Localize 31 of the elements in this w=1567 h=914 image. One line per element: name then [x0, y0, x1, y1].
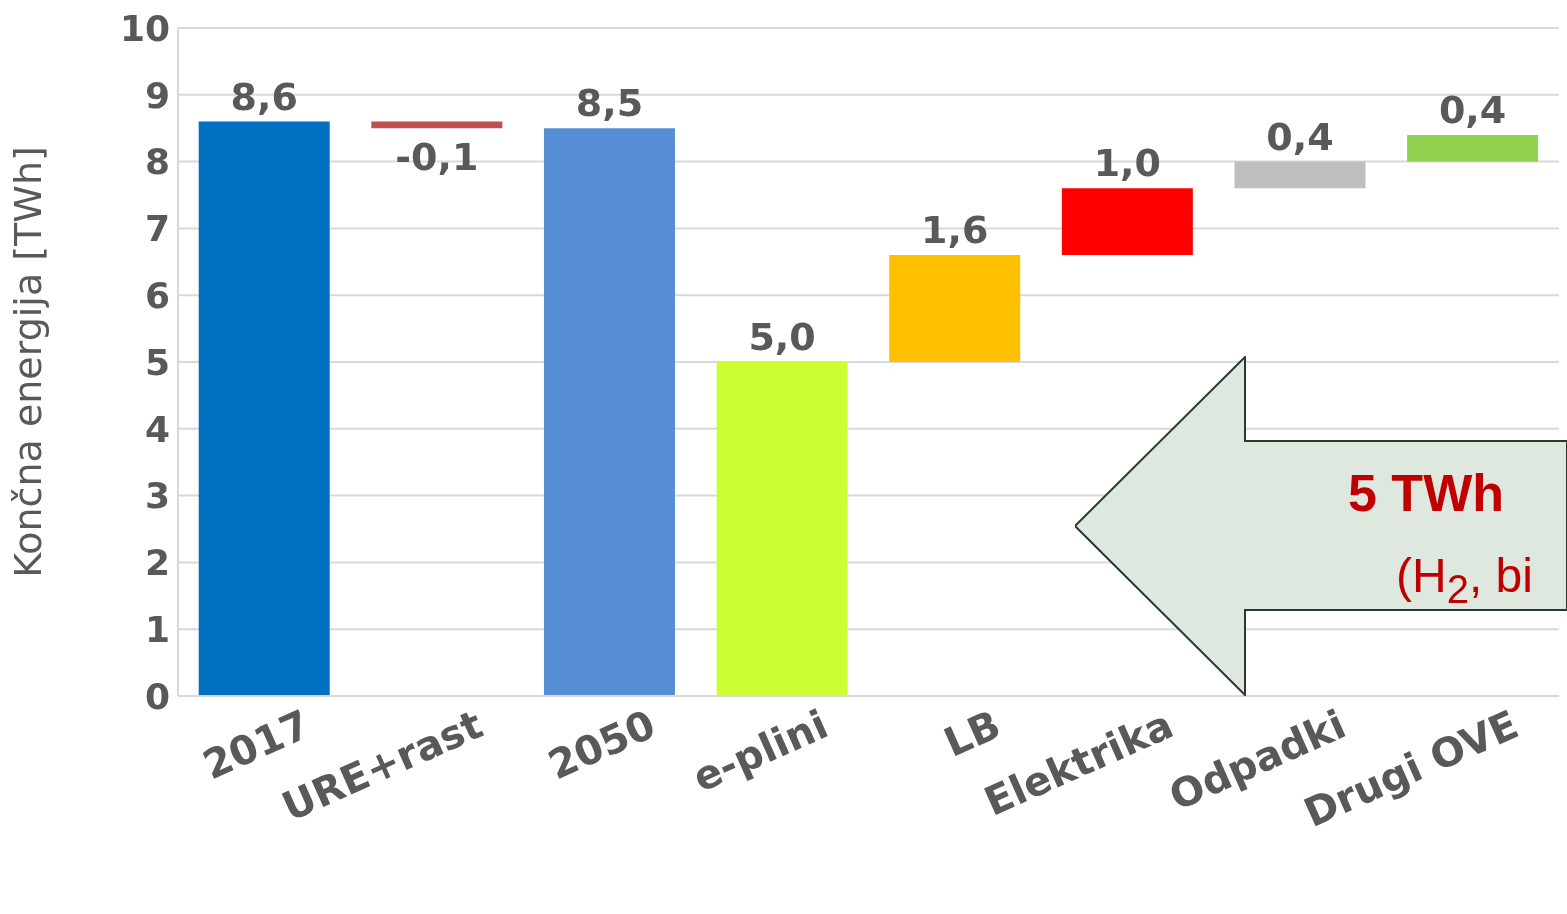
bar	[1061, 188, 1193, 256]
annotation: (H$_{2}$, bi	[1396, 548, 1533, 612]
data-label: 1,0	[1093, 141, 1161, 186]
y-tick-label: 5	[144, 341, 170, 383]
data-label: 1,6	[921, 208, 989, 253]
bar	[1234, 161, 1366, 189]
data-label: 0,4	[1438, 87, 1507, 132]
bar	[371, 121, 503, 129]
bar	[1407, 134, 1539, 162]
y-tick-label: 9	[144, 74, 170, 116]
y-tick-label: 10	[119, 7, 170, 49]
annotation: 5 TWh	[1348, 463, 1504, 523]
y-tick-label: 1	[144, 608, 170, 650]
y-tick-label: 4	[144, 408, 170, 450]
y-tick-label: 7	[144, 208, 170, 250]
data-label: 8,6	[230, 74, 298, 119]
data-label: 0,4	[1266, 114, 1334, 159]
y-axis-title: Končna energija [TWh]	[6, 146, 51, 578]
bar	[889, 255, 1021, 362]
y-tick-label: 0	[144, 675, 170, 717]
data-label: 5,0	[748, 315, 816, 359]
y-tick-label: 6	[144, 274, 170, 316]
data-label: 8,5	[575, 81, 644, 126]
y-tick-label: 2	[144, 542, 170, 584]
bar	[198, 121, 330, 696]
y-tick-label: 8	[144, 141, 170, 183]
y-tick-label: 3	[144, 475, 170, 517]
x-tick-label: 2050	[541, 700, 662, 789]
bar	[543, 128, 675, 696]
data-label: -0,1	[395, 135, 479, 180]
bar	[716, 362, 848, 696]
